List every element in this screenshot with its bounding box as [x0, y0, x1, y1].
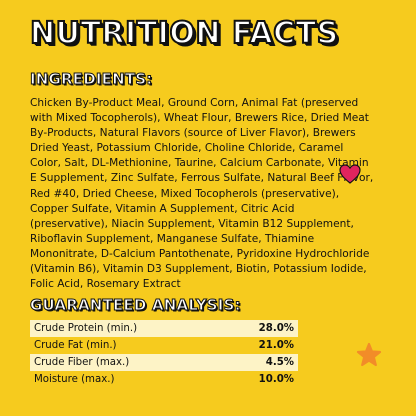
ingredients-text: Chicken By-Product Meal, Ground Corn, An…: [30, 97, 374, 291]
row-label: Crude Fat (min.): [34, 340, 117, 351]
heart-icon: [339, 164, 361, 184]
table-row: Moisture (max.) 10.0%: [30, 371, 298, 388]
row-value: 21.0%: [258, 340, 294, 351]
row-label: Crude Fiber (max.): [34, 357, 130, 368]
ingredients-heading: INGREDIENTS:: [30, 70, 153, 89]
guaranteed-analysis-table: Crude Protein (min.) 28.0% Crude Fat (mi…: [30, 320, 298, 388]
guaranteed-analysis-heading: GUARANTEED ANALYSIS:: [30, 296, 242, 315]
table-row: Crude Fat (min.) 21.0%: [30, 337, 298, 354]
table-row: Crude Fiber (max.) 4.5%: [30, 354, 298, 371]
page-title: NUTRITION FACTS: [29, 15, 339, 52]
row-label: Moisture (max.): [34, 374, 115, 385]
row-value: 10.0%: [258, 374, 294, 385]
table-row: Crude Protein (min.) 28.0%: [30, 320, 298, 337]
row-value: 28.0%: [258, 323, 294, 334]
row-label: Crude Protein (min.): [34, 323, 138, 334]
row-value: 4.5%: [265, 357, 294, 368]
star-icon: [356, 342, 382, 367]
